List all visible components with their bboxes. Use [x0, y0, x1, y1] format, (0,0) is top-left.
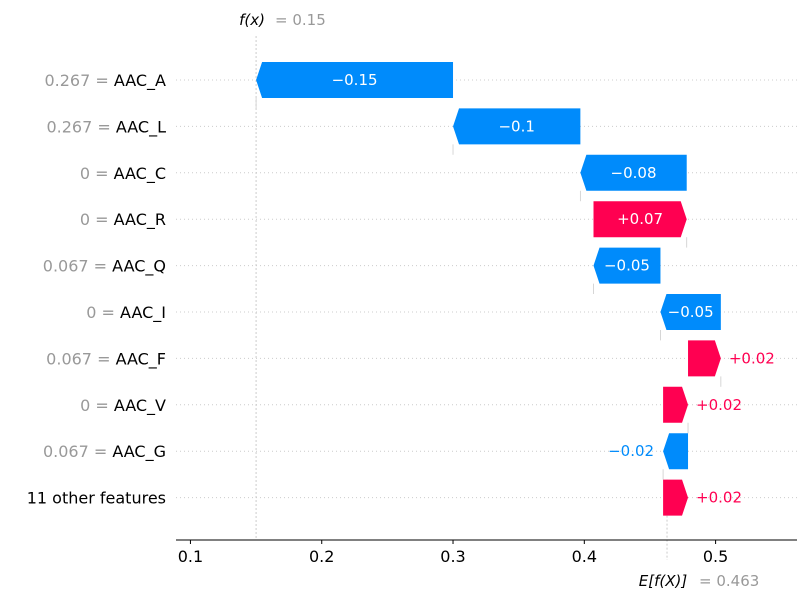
y-label-feature: AAC_A	[114, 71, 166, 91]
bar-label: −0.05	[668, 303, 714, 321]
y-label-feature: AAC_L	[116, 117, 166, 137]
bar-label: −0.05	[604, 257, 650, 275]
y-label-value: 0 =	[80, 164, 114, 183]
bar-aac_c	[580, 154, 687, 191]
bars: −0.15 −0.1 −0.08 +0.07 −0.05 −0.05 +0.02 +0.02 −…	[255, 62, 775, 516]
y-label: 0 = AAC_R	[80, 210, 166, 230]
y-label-value: 0.267 =	[46, 117, 115, 136]
y-label-feature: AAC_F	[116, 349, 166, 369]
x-tick-label: 0.3	[440, 547, 465, 566]
bar-label: +0.07	[617, 210, 663, 228]
y-label-feature: AAC_Q	[112, 257, 166, 277]
y-label-value: 0 =	[86, 303, 120, 322]
y-label-feature: 11 other features	[27, 489, 166, 508]
y-label-feature: AAC_V	[114, 396, 166, 416]
bar-aac_a	[256, 62, 454, 98]
y-label-feature: AAC_I	[120, 303, 166, 323]
fx-label: f(x)	[239, 11, 265, 29]
y-label: 0 = AAC_C	[80, 164, 166, 184]
y-label: 0.067 = AAC_F	[46, 349, 166, 369]
y-axis-labels: 0.267 = AAC_A0.267 = AAC_L0 = AAC_C0 = A…	[27, 71, 166, 508]
x-tick-label: 0.4	[572, 547, 597, 566]
bar-aac_v	[663, 386, 689, 423]
y-label: 0 = AAC_V	[80, 396, 166, 416]
y-label: 0.267 = AAC_L	[46, 117, 166, 137]
y-label-value: 0.067 =	[43, 257, 112, 276]
y-label-value: 0 =	[80, 396, 114, 415]
bar-11-other-features	[663, 479, 689, 516]
bar-label: −0.15	[332, 71, 378, 89]
ex-label: E[f(X)]	[639, 572, 688, 590]
x-tick-label: 0.2	[309, 547, 334, 566]
bar-aac_i	[660, 294, 721, 330]
ex-value: = 0.463	[699, 572, 759, 590]
bar-label: +0.02	[696, 396, 742, 414]
bar-aac_r	[593, 201, 687, 238]
bar-aac_l	[453, 108, 581, 145]
x-tick-label: 0.1	[178, 547, 203, 566]
y-label-value: 0.067 =	[43, 442, 112, 461]
bar-label: −0.08	[611, 164, 657, 182]
x-axis: 0.1 0.2 0.3 0.4 0.5	[176, 539, 797, 566]
y-label-feature: AAC_G	[112, 442, 166, 462]
x-tick-label: 0.5	[703, 547, 728, 566]
bar-label: +0.02	[696, 489, 742, 507]
y-label: 0.067 = AAC_Q	[43, 257, 166, 277]
y-label: 11 other features	[27, 489, 166, 508]
bar-aac_f	[688, 340, 721, 377]
bar-label: +0.02	[729, 349, 775, 367]
bar-label: −0.02	[608, 442, 654, 460]
bar-label: −0.1	[498, 117, 534, 135]
y-label: 0 = AAC_I	[86, 303, 166, 323]
y-label: 0.067 = AAC_G	[43, 442, 166, 462]
y-label-value: 0 =	[80, 210, 114, 229]
y-label: 0.267 = AAC_A	[44, 71, 166, 91]
bar-aac_q	[593, 247, 661, 284]
fx-value: = 0.15	[275, 11, 326, 29]
y-label-feature: AAC_C	[114, 164, 166, 184]
y-label-value: 0.267 =	[44, 71, 113, 90]
y-label-value: 0.067 =	[46, 349, 115, 368]
bar-aac_g	[663, 433, 689, 470]
y-label-feature: AAC_R	[114, 210, 166, 230]
